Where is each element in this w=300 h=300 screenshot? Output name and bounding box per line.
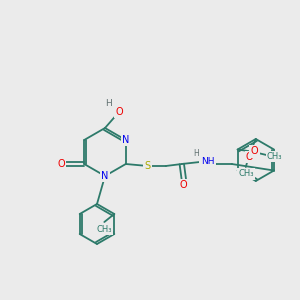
Text: O: O	[246, 152, 253, 162]
Text: CH₃: CH₃	[267, 152, 282, 161]
Text: O: O	[251, 146, 258, 157]
Text: H: H	[106, 100, 112, 109]
Text: O: O	[180, 180, 188, 190]
Text: NH: NH	[201, 158, 214, 166]
Text: S: S	[145, 161, 151, 171]
Text: O: O	[57, 159, 65, 169]
Text: CH₃: CH₃	[238, 169, 254, 178]
Text: CH₃: CH₃	[97, 224, 112, 233]
Text: N: N	[101, 171, 109, 181]
Text: O: O	[115, 107, 123, 117]
Text: N: N	[122, 135, 130, 145]
Text: H: H	[193, 149, 199, 158]
